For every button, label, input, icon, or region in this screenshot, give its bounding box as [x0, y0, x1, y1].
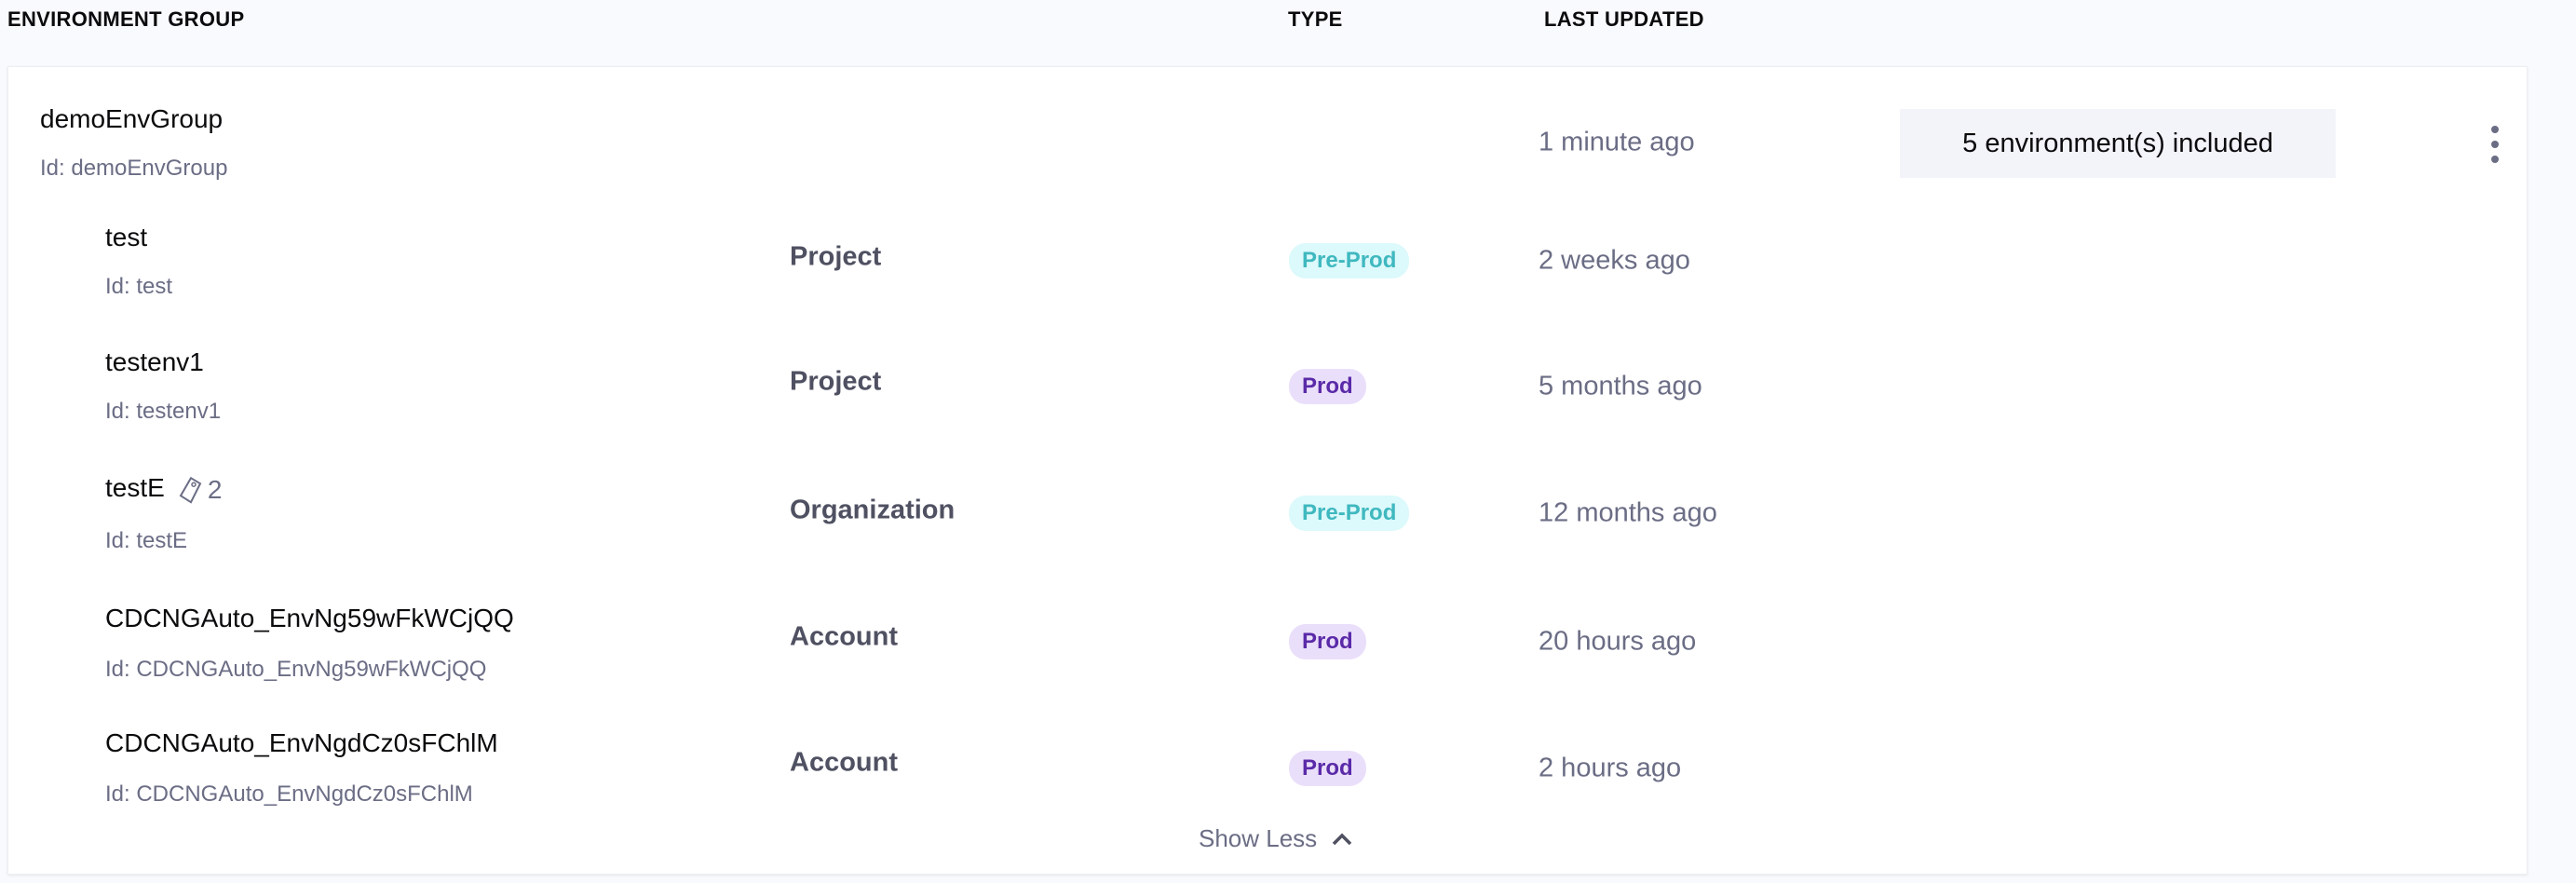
environment-name: testenv1: [105, 347, 204, 376]
show-less-button[interactable]: Show Less: [1199, 824, 1352, 853]
tag-icon: [179, 476, 202, 504]
environment-name: CDCNGAuto_EnvNgdCz0sFChlM: [105, 728, 498, 757]
environment-name-cell: CDCNGAuto_EnvNgdCz0sFChlM: [105, 728, 498, 758]
environment-name: testE: [105, 473, 165, 503]
environment-scope: Project: [790, 241, 882, 272]
group-name: demoEnvGroup: [40, 104, 224, 133]
environment-name-cell: testenv1: [105, 347, 204, 377]
column-header-last-updated[interactable]: LAST UPDATED: [1544, 7, 1704, 31]
environment-last-updated: 5 months ago: [1539, 371, 1702, 401]
environment-last-updated: 20 hours ago: [1539, 626, 1697, 657]
environment-type-badge: Pre-Prod: [1289, 496, 1410, 531]
tag-count: 2: [207, 474, 223, 504]
tag-indicator[interactable]: 2: [178, 474, 223, 505]
environment-name: CDCNGAuto_EnvNg59wFkWCjQQ: [105, 604, 514, 632]
environment-name-cell: test: [105, 223, 147, 252]
show-less-label: Show Less: [1199, 824, 1318, 852]
environment-id: Id: CDCNGAuto_EnvNg59wFkWCjQQ: [105, 657, 487, 682]
environment-name: test: [105, 223, 148, 251]
environment-last-updated: 2 hours ago: [1539, 753, 1682, 783]
environment-scope: Organization: [790, 495, 956, 525]
group-last-updated: 1 minute ago: [1539, 127, 1695, 157]
chevron-up-icon: [1332, 833, 1352, 845]
environment-scope: Project: [790, 366, 882, 397]
environment-name-cell: CDCNGAuto_EnvNg59wFkWCjQQ: [105, 604, 514, 633]
environment-type-badge: Prod: [1289, 624, 1366, 659]
environment-last-updated: 2 weeks ago: [1539, 245, 1690, 276]
environment-type-badge: Prod: [1289, 369, 1366, 404]
environment-scope: Account: [790, 747, 898, 778]
environment-id: Id: test: [105, 274, 173, 299]
environment-type-badge: Prod: [1289, 751, 1366, 786]
environment-type-badge: Pre-Prod: [1289, 243, 1410, 278]
column-header-environment-group[interactable]: ENVIRONMENT GROUP: [7, 7, 245, 31]
environment-scope: Account: [790, 621, 898, 652]
environment-id: Id: testE: [105, 528, 188, 553]
environment-group-card[interactable]: demoEnvGroup Id: demoEnvGroup 1 minute a…: [7, 66, 2528, 875]
environment-id: Id: testenv1: [105, 399, 222, 424]
group-id: Id: demoEnvGroup: [40, 156, 228, 181]
environments-included-badge: 5 environment(s) included: [1900, 109, 2336, 178]
environment-last-updated: 12 months ago: [1539, 497, 1717, 528]
environment-id: Id: CDCNGAuto_EnvNgdCz0sFChlM: [105, 781, 473, 807]
environment-name-cell: testE 2: [105, 473, 222, 505]
kebab-vertical-icon[interactable]: [2486, 126, 2504, 163]
column-header-type[interactable]: TYPE: [1288, 7, 1343, 31]
